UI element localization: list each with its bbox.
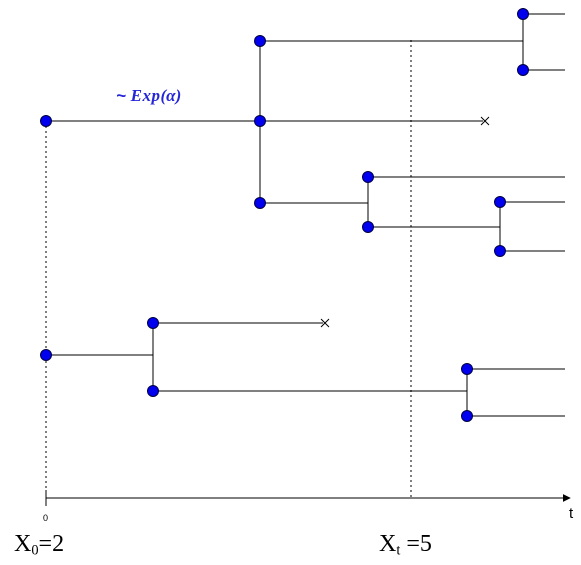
upper-lineage-tree xyxy=(46,13,565,252)
death-marker xyxy=(480,116,490,126)
x0-label: X0=2 xyxy=(14,531,65,559)
node xyxy=(494,245,506,257)
origin-label: 0 xyxy=(43,513,49,523)
xt-label: Xt =5 xyxy=(379,531,432,559)
node xyxy=(517,64,529,76)
node xyxy=(40,115,52,127)
node xyxy=(461,410,473,422)
node xyxy=(461,363,473,375)
event-nodes xyxy=(40,8,529,422)
lower-lineage-tree xyxy=(46,322,565,417)
exp-alpha-annotation: ~ Exp(α) xyxy=(116,86,182,105)
death-marker xyxy=(320,318,330,328)
node xyxy=(147,385,159,397)
node xyxy=(362,171,374,183)
node xyxy=(254,115,266,127)
node xyxy=(254,35,266,47)
node xyxy=(494,196,506,208)
node xyxy=(40,349,52,361)
node xyxy=(147,317,159,329)
time-axis-label: t xyxy=(569,505,574,522)
node xyxy=(362,221,374,233)
node xyxy=(254,197,266,209)
node xyxy=(517,8,529,20)
